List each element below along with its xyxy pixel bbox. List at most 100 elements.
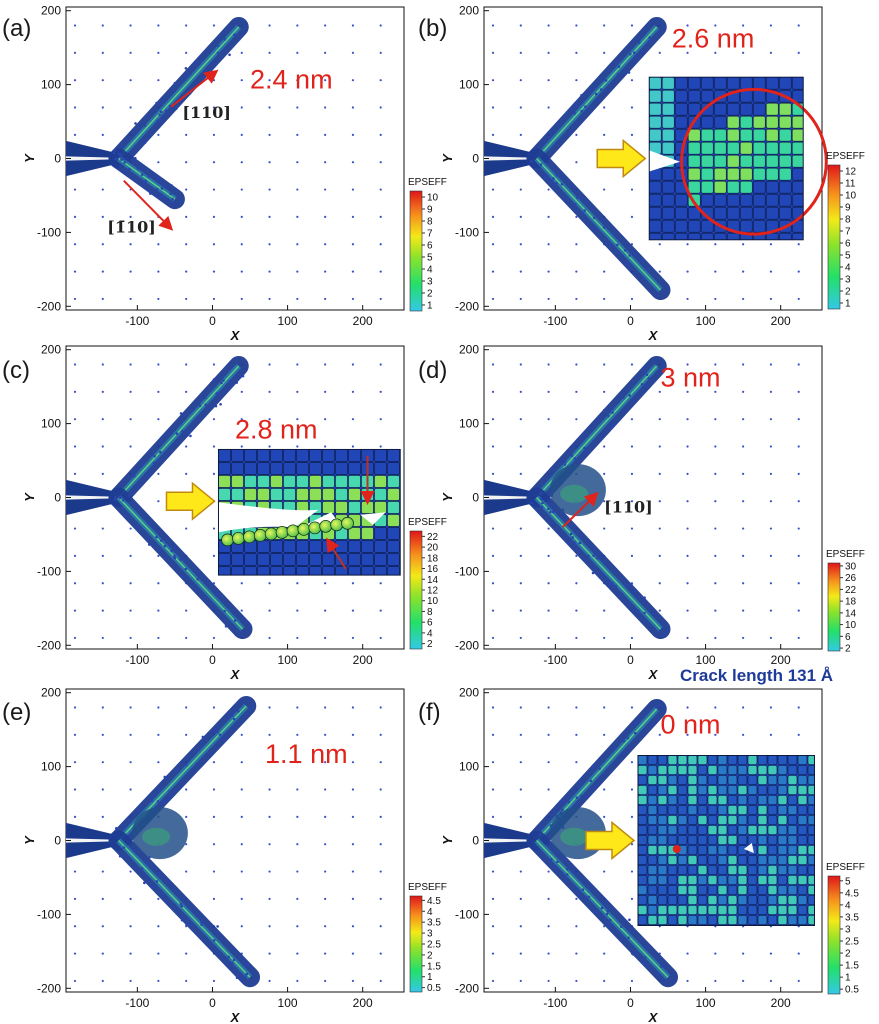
- inset-cell: [787, 905, 798, 915]
- inset-cell: [322, 475, 335, 488]
- lattice-point: [185, 472, 188, 475]
- lattice-point: [240, 733, 243, 736]
- inset-cell: [707, 795, 718, 805]
- colorbar-title: EPSEFF: [408, 177, 447, 188]
- lattice-point: [769, 24, 773, 27]
- inset-cell: [791, 89, 804, 103]
- size-annotation: 1.1 nm: [265, 739, 348, 769]
- inset-cell: [717, 875, 728, 885]
- inset-cell: [726, 180, 740, 194]
- inset-cell: [717, 835, 728, 845]
- inset-cell: [737, 865, 748, 875]
- inset-cell: [752, 180, 766, 194]
- inset-cell: [707, 915, 718, 925]
- lattice-point: [240, 788, 243, 791]
- inset-cell: [767, 805, 778, 815]
- speckle: [609, 918, 612, 922]
- inset-cell: [661, 115, 675, 129]
- lattice-point: [658, 51, 661, 54]
- speckle: [245, 972, 248, 976]
- lattice-point: [324, 363, 327, 366]
- inset-cell: [649, 89, 662, 103]
- inset-cell: [649, 77, 662, 90]
- lattice-point: [630, 897, 634, 900]
- speckle: [596, 557, 599, 560]
- x-tick-label: -100: [543, 996, 567, 1010]
- inset-cell: [697, 785, 708, 795]
- speckle: [561, 808, 564, 812]
- lattice-point: [603, 445, 606, 448]
- inset-cell: [700, 193, 714, 207]
- speckle: [170, 549, 173, 553]
- lattice-point: [575, 24, 578, 27]
- inset-cell: [737, 905, 748, 915]
- lattice-point: [519, 609, 522, 612]
- speckle: [584, 895, 588, 899]
- inset-cell: [270, 449, 283, 462]
- inset-cell: [713, 180, 727, 194]
- lattice-point: [769, 527, 773, 530]
- inset-atom: [253, 528, 267, 542]
- colorbar-tick-label: 8: [845, 215, 851, 226]
- lattice-point: [212, 445, 216, 448]
- lattice-point: [296, 106, 299, 109]
- y-axis-label: Y: [22, 153, 37, 163]
- speckle: [155, 101, 158, 105]
- inset-cell: [700, 167, 714, 181]
- lattice-point: [575, 215, 578, 218]
- lattice-point: [742, 297, 745, 301]
- inset-cell: [757, 775, 768, 785]
- lattice-point: [379, 706, 382, 709]
- lattice-point: [101, 418, 104, 421]
- y-tick-label: -200: [37, 981, 61, 995]
- inset-cell: [637, 905, 648, 915]
- inset-cell: [777, 785, 788, 795]
- lattice-point: [686, 51, 689, 54]
- inset-cell: [687, 785, 698, 795]
- inset-cell: [767, 895, 778, 905]
- inset-cell: [649, 206, 662, 220]
- lattice-point: [240, 161, 243, 164]
- inset-cell: [335, 501, 348, 514]
- inset-cell: [387, 475, 400, 488]
- lattice-point: [129, 51, 132, 54]
- inset-cell: [374, 540, 387, 553]
- lattice-point: [101, 815, 104, 818]
- inset-cell: [777, 825, 788, 835]
- lattice-point: [575, 952, 578, 955]
- x-tick-label: 0: [209, 653, 216, 667]
- speckle: [193, 750, 197, 753]
- lattice-point: [157, 363, 160, 366]
- panel-letter: (d): [418, 357, 447, 384]
- speckle: [593, 786, 597, 789]
- inset-cell: [270, 462, 283, 475]
- lattice-point: [101, 445, 104, 448]
- arm-line-lower: [536, 157, 662, 291]
- inset-cell: [777, 855, 788, 865]
- y-tick-label: 200: [41, 686, 61, 700]
- lattice-point: [101, 706, 104, 709]
- speckle: [230, 714, 234, 717]
- speckle: [587, 554, 590, 558]
- speckle: [118, 153, 122, 156]
- lattice-point: [547, 418, 550, 421]
- speckle: [593, 549, 597, 553]
- colorbar-tick-label: 0.5: [845, 985, 859, 996]
- lattice-point: [797, 390, 800, 393]
- speckle: [217, 391, 221, 395]
- lattice-point: [379, 761, 382, 764]
- inset-cell: [647, 755, 658, 765]
- speckle: [215, 394, 219, 397]
- speckle: [163, 544, 167, 548]
- lattice-point: [212, 788, 216, 791]
- inset-atom: [341, 516, 354, 530]
- lattice-point: [519, 952, 522, 955]
- lattice-point: [491, 188, 495, 191]
- inset-cell: [713, 167, 727, 181]
- arm-line-lower: [536, 496, 662, 630]
- y-tick-label: -200: [455, 981, 479, 995]
- lattice-point: [575, 363, 578, 366]
- direction-arrow: [562, 491, 599, 528]
- lattice-point: [351, 609, 355, 612]
- speckle: [173, 554, 176, 558]
